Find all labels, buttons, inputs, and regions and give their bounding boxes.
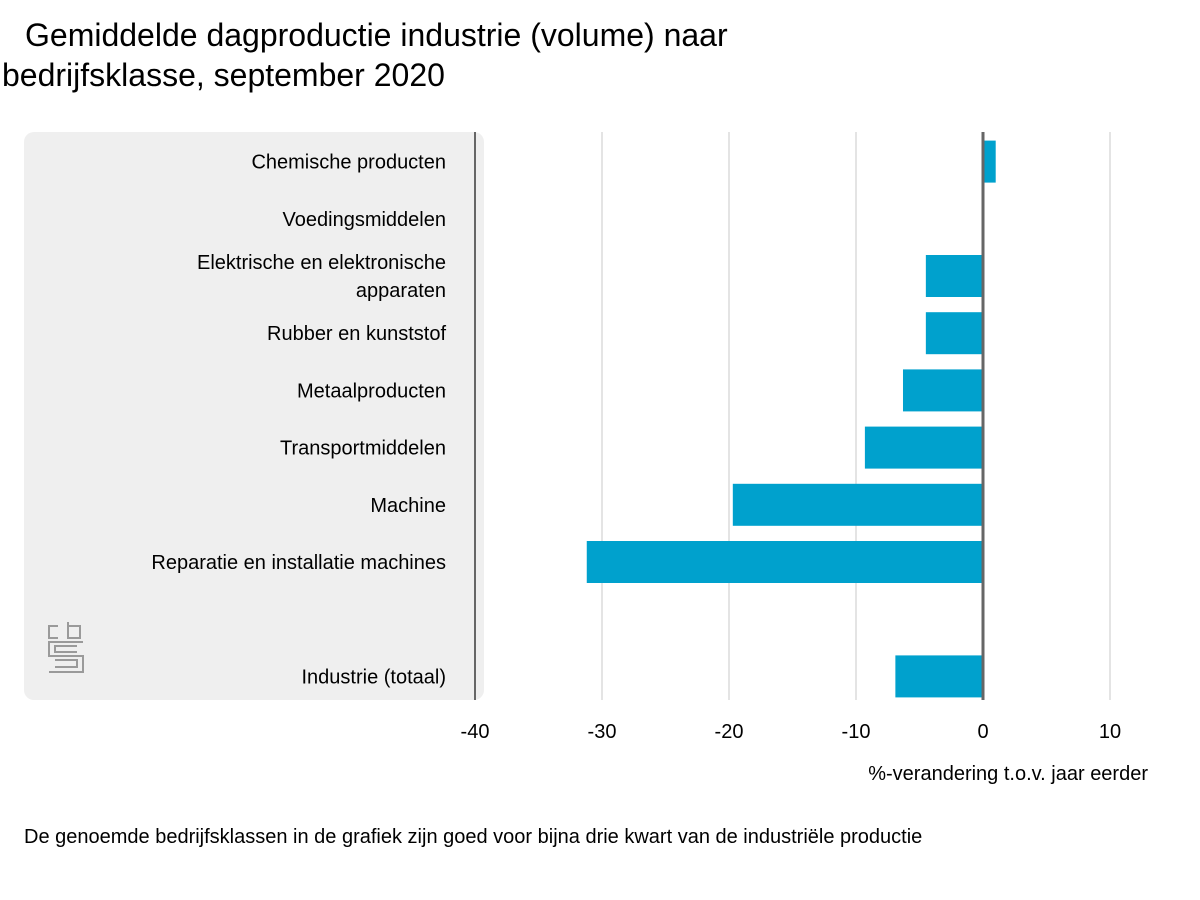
x-tick-label: -40 bbox=[461, 721, 490, 743]
bar bbox=[902, 369, 983, 412]
x-tick-label: 0 bbox=[977, 721, 988, 743]
bar bbox=[732, 483, 983, 526]
category-label: Rubber en kunststof bbox=[267, 323, 446, 345]
x-axis-title: %-verandering t.o.v. jaar eerder bbox=[868, 763, 1148, 785]
bar bbox=[925, 255, 983, 297]
axes bbox=[474, 132, 985, 700]
bar bbox=[983, 140, 996, 183]
category-label: Machine bbox=[370, 495, 446, 517]
bar bbox=[586, 541, 983, 583]
x-tick-label: -30 bbox=[588, 721, 617, 743]
bar bbox=[895, 655, 983, 698]
gridlines bbox=[601, 132, 1111, 700]
category-labels: Chemische producten Voedingsmiddelen Elekt… bbox=[151, 152, 446, 689]
x-tick-label: -20 bbox=[715, 721, 744, 743]
bar bbox=[864, 426, 983, 469]
chart-title-line-2: bedrijfsklasse, september 2020 bbox=[2, 57, 445, 93]
category-label: Chemische producten bbox=[251, 152, 446, 174]
chart-title-line-1: Gemiddelde dagproductie industrie (volum… bbox=[25, 17, 728, 53]
bar bbox=[925, 312, 983, 355]
x-tick-label: 10 bbox=[1099, 721, 1121, 743]
category-label: Reparatie en installatie machines bbox=[151, 552, 446, 574]
x-tick-label: -10 bbox=[842, 721, 871, 743]
category-label-panel bbox=[24, 132, 484, 700]
category-label: Elektrische en elektronische bbox=[197, 252, 446, 274]
x-tick-labels: -40 -30 -20 -10 0 10 bbox=[461, 721, 1122, 743]
cbs-logo-icon bbox=[48, 622, 84, 673]
category-label: Voedingsmiddelen bbox=[283, 209, 446, 231]
category-label: Metaalproducten bbox=[297, 380, 446, 402]
category-label: apparaten bbox=[356, 280, 446, 302]
footnote: De genoemde bedrijfsklassen in de grafie… bbox=[24, 826, 923, 848]
category-label: Industrie (totaal) bbox=[301, 666, 446, 688]
category-label: Transportmiddelen bbox=[280, 438, 446, 460]
bars bbox=[586, 140, 996, 698]
